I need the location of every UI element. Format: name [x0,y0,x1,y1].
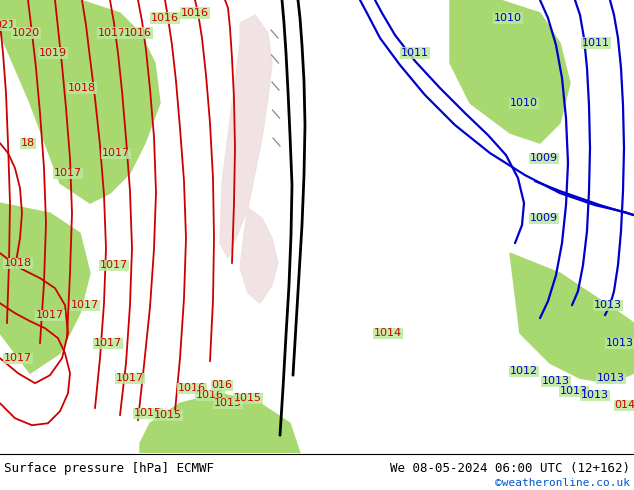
Polygon shape [450,0,570,143]
Text: ©weatheronline.co.uk: ©weatheronline.co.uk [495,478,630,488]
Polygon shape [510,253,634,383]
Polygon shape [0,0,160,203]
Text: 1009: 1009 [530,213,558,223]
Text: 1013: 1013 [597,373,625,383]
Text: We 08-05-2024 06:00 UTC (12+162): We 08-05-2024 06:00 UTC (12+162) [390,462,630,475]
Text: 1015: 1015 [154,410,182,420]
Text: 1010: 1010 [510,98,538,108]
Text: 1013: 1013 [594,300,622,310]
Text: 1017: 1017 [100,260,128,270]
Text: 1015: 1015 [214,398,242,408]
Text: 18: 18 [21,138,35,148]
Polygon shape [490,73,525,118]
Text: 1013: 1013 [560,386,588,396]
Text: 1017: 1017 [94,338,122,348]
Text: 1017: 1017 [116,373,144,383]
Text: 1017: 1017 [71,300,99,310]
Text: 021: 021 [0,20,16,30]
Text: 016: 016 [212,380,233,390]
Polygon shape [240,208,278,303]
Text: 1017: 1017 [36,310,64,320]
Text: 1017: 1017 [4,353,32,363]
Text: 1015: 1015 [234,393,262,403]
Text: 1009: 1009 [530,153,558,163]
Text: 1019: 1019 [39,48,67,58]
Text: 1011: 1011 [582,38,610,48]
Text: 1018: 1018 [4,258,32,268]
Text: 1016: 1016 [124,28,152,38]
Polygon shape [140,393,300,453]
Text: 1017: 1017 [54,168,82,178]
Text: 1010: 1010 [494,13,522,23]
Text: 1015: 1015 [134,408,162,418]
Text: 1013: 1013 [606,338,634,348]
Text: 1011: 1011 [401,48,429,58]
Text: 1014: 1014 [374,328,402,338]
Polygon shape [0,203,90,373]
Polygon shape [220,15,272,258]
Text: 1013: 1013 [581,390,609,400]
Text: 1018: 1018 [68,83,96,93]
Text: 1017: 1017 [102,148,130,158]
Text: 1013: 1013 [542,376,570,386]
Text: Surface pressure [hPa] ECMWF: Surface pressure [hPa] ECMWF [4,462,214,475]
Text: 1016: 1016 [151,13,179,23]
Text: 1012: 1012 [510,366,538,376]
Text: 1016: 1016 [181,8,209,18]
Text: 1017: 1017 [98,28,126,38]
Text: 1016: 1016 [178,383,206,393]
Text: 014: 014 [614,400,634,410]
Text: 1020: 1020 [12,28,40,38]
Text: 1016: 1016 [196,390,224,400]
